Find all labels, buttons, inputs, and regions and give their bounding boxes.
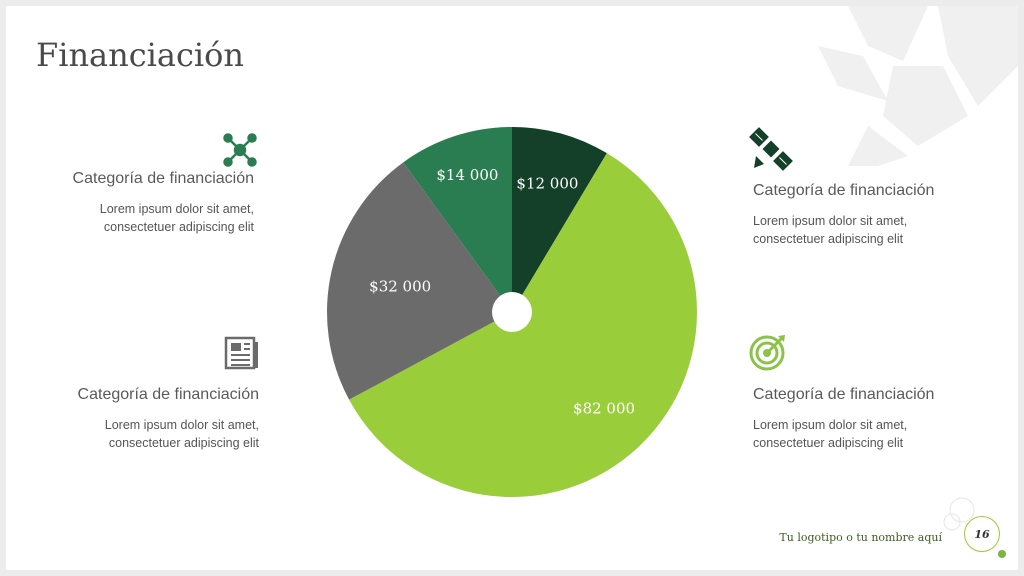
pie-slice-label: $82 000	[573, 399, 635, 417]
category-block-4: Categoría de financiación Lorem ipsum do…	[753, 386, 1013, 452]
footer-text: Tu logotipo o tu nombre aquí	[779, 531, 942, 544]
pie-chart: $12 000 $82 000 $32 000 $14 000	[324, 124, 700, 500]
decorative-shape	[818, 6, 1018, 166]
pie-chart-svg: $12 000 $82 000 $32 000 $14 000	[327, 127, 697, 497]
category-desc-line2: consectetuer adipiscing elit	[103, 220, 254, 234]
page-number-dot	[998, 550, 1006, 558]
pie-slice	[512, 127, 607, 312]
slide: Financiación $12 000 $82 000 $32 000 $14 00…	[6, 6, 1018, 570]
satellite-icon	[749, 127, 793, 171]
category-desc-line1: Lorem ipsum dolor sit amet,	[99, 202, 254, 216]
category-desc-line2: consectetuer adipiscing elit	[753, 436, 904, 450]
slide-title: Financiación	[36, 36, 244, 74]
pie-slice-label: $32 000	[369, 277, 431, 295]
newspaper-icon	[224, 336, 258, 370]
page-number: 16	[964, 516, 1000, 552]
category-title: Categoría de financiación	[753, 182, 935, 199]
category-block-3: Categoría de financiación Lorem ipsum do…	[753, 182, 1013, 248]
network-icon	[223, 133, 257, 167]
category-block-1: Categoría de financiación Lorem ipsum do…	[6, 170, 254, 236]
category-desc-line1: Lorem ipsum dolor sit amet,	[753, 214, 908, 228]
pie-slice	[327, 162, 512, 400]
category-desc-line2: consectetuer adipiscing elit	[753, 232, 904, 246]
category-block-2: Categoría de financiación Lorem ipsum do…	[6, 386, 259, 452]
target-icon	[749, 335, 785, 371]
pie-slice	[403, 127, 512, 312]
decorative-rings	[943, 497, 975, 531]
category-title: Categoría de financiación	[72, 170, 254, 187]
category-desc-line2: consectetuer adipiscing elit	[108, 436, 259, 450]
category-desc-line1: Lorem ipsum dolor sit amet,	[753, 418, 908, 432]
category-desc-line1: Lorem ipsum dolor sit amet,	[104, 418, 259, 432]
pie-slice-label: $12 000	[516, 175, 578, 193]
pie-slice-label: $14 000	[436, 166, 498, 184]
category-title: Categoría de financiación	[753, 386, 935, 403]
pie-center-hole	[492, 292, 532, 332]
category-title: Categoría de financiación	[77, 386, 259, 403]
